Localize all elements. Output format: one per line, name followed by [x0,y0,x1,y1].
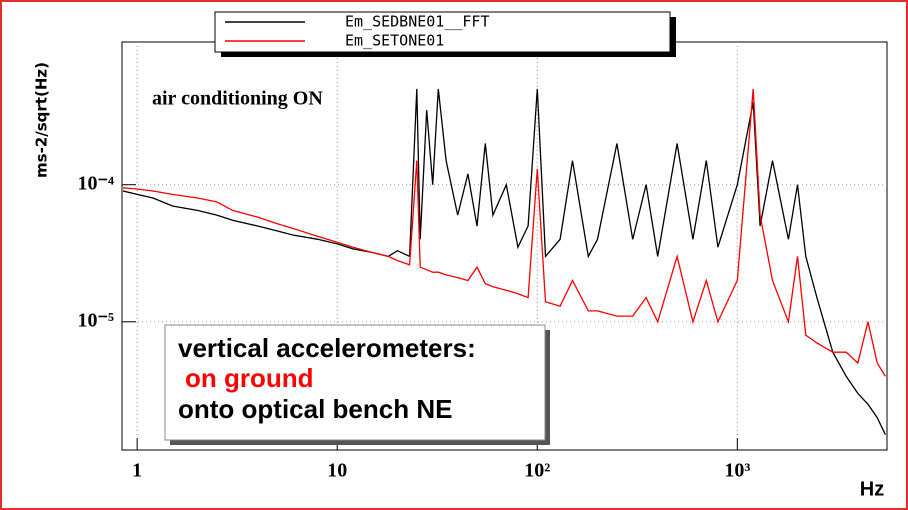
annotation: vertical accelerometers: [178,333,476,363]
x-tick-label: 10² [524,460,550,482]
legend-label: Em_SETONE01 [345,32,444,50]
x-tick-label: 1 [132,460,142,482]
annotation: on ground [185,363,314,393]
legend-label: Em_SEDBNE01__FFT [345,13,490,31]
y-tick-label: 10⁻⁴ [77,172,114,194]
lines [122,88,886,435]
annotation-box [164,324,546,441]
x-axis-title: Hz [860,478,884,500]
series-line [122,88,886,435]
annotation: air conditioning ON [152,88,323,110]
y-tick-label: 10⁻⁵ [77,309,114,331]
y-axis-title: ms-2/sqrt(Hz) [33,62,51,178]
x-tick-label: 10 [327,460,347,482]
series-line [122,88,886,377]
annotation: onto optical bench NE [178,394,452,424]
legend-box [214,11,671,53]
x-tick-label: 10³ [724,460,750,482]
